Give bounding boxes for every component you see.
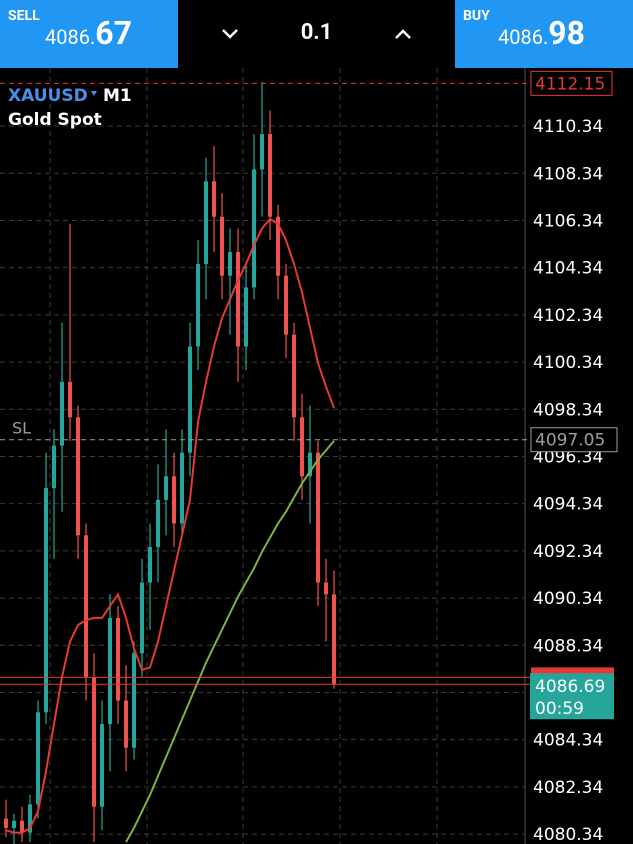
y-tick-label: 4090.34 bbox=[533, 589, 603, 609]
candle-body bbox=[84, 535, 88, 677]
candle-body bbox=[60, 381, 64, 446]
candle-body bbox=[244, 287, 248, 347]
candle-body bbox=[44, 488, 48, 713]
candle-body bbox=[300, 417, 304, 477]
candle-body bbox=[324, 582, 328, 595]
sell-price-main: 4086. bbox=[45, 25, 96, 49]
candle-body bbox=[276, 216, 280, 276]
candle-body bbox=[52, 445, 56, 489]
candle-body bbox=[172, 476, 176, 524]
y-tick-label: 4102.34 bbox=[533, 306, 603, 326]
bar-timer: 00:59 bbox=[535, 699, 584, 719]
sl-label: SL bbox=[12, 419, 31, 438]
y-tick-label: 4098.34 bbox=[533, 400, 603, 420]
candle-body bbox=[92, 676, 96, 807]
candle-body bbox=[164, 476, 168, 500]
bid-label: 4086.69 bbox=[535, 677, 605, 697]
candle-body bbox=[308, 452, 312, 477]
buy-label: BUY bbox=[463, 8, 490, 24]
candle-body bbox=[68, 381, 72, 418]
volume[interactable]: 0.1 bbox=[300, 20, 333, 45]
candle-body bbox=[20, 820, 24, 833]
candle-body bbox=[284, 275, 288, 335]
y-tick-label: 4110.34 bbox=[533, 117, 603, 137]
y-tick-label: 4100.34 bbox=[533, 353, 603, 373]
candle-body bbox=[108, 617, 112, 725]
sell-button[interactable]: SELL 4086.67 bbox=[0, 0, 178, 68]
y-tick-label: 4082.34 bbox=[533, 778, 603, 798]
candle-body bbox=[332, 594, 336, 685]
buy-button[interactable]: BUY 4086.98 bbox=[455, 0, 633, 68]
candle-body bbox=[100, 724, 104, 807]
candle-body bbox=[316, 452, 320, 583]
y-tick-label: 4088.34 bbox=[533, 636, 603, 656]
description: Gold Spot bbox=[8, 110, 102, 130]
candle-body bbox=[228, 252, 232, 276]
high-level-box bbox=[530, 70, 613, 96]
increase-volume[interactable] bbox=[395, 29, 411, 39]
candle-body bbox=[180, 452, 184, 524]
y-tick-label: 4084.34 bbox=[533, 731, 603, 751]
buy-price-big: 98 bbox=[548, 14, 585, 52]
candle-body bbox=[12, 820, 16, 828]
candle-body bbox=[140, 582, 144, 654]
candle-body bbox=[252, 169, 256, 288]
sl-value-label: 4097.05 bbox=[535, 431, 605, 451]
candle-body bbox=[204, 181, 208, 264]
sell-label: SELL bbox=[8, 8, 40, 24]
bid-box bbox=[530, 673, 614, 720]
y-tick-label: 4096.34 bbox=[533, 447, 603, 467]
sell-price: 4086.67 bbox=[45, 14, 132, 52]
candle-body bbox=[36, 712, 40, 805]
candle-body bbox=[132, 653, 136, 748]
y-tick-label: 4094.34 bbox=[533, 495, 603, 515]
moving-average bbox=[125, 440, 335, 843]
candle-body bbox=[76, 417, 80, 536]
moving-average bbox=[5, 217, 335, 834]
timeframe[interactable]: M1 bbox=[103, 86, 132, 106]
y-tick-label: 4106.34 bbox=[533, 211, 603, 231]
candle-body bbox=[260, 134, 264, 170]
sell-price-big: 67 bbox=[95, 14, 132, 52]
candle-body bbox=[236, 252, 240, 347]
ask-box bbox=[531, 667, 614, 678]
volume-arrows bbox=[222, 29, 411, 39]
buy-price-main: 4086. bbox=[498, 25, 549, 49]
candle-body bbox=[220, 216, 224, 276]
candle-body bbox=[188, 346, 192, 453]
candle-body bbox=[268, 134, 272, 217]
decrease-volume[interactable] bbox=[222, 29, 238, 39]
candle-body bbox=[4, 818, 8, 828]
candle-body bbox=[156, 499, 160, 548]
volume-selector: 0.1 bbox=[178, 0, 455, 68]
candle-body bbox=[196, 263, 200, 347]
y-tick-label: 4080.34 bbox=[533, 825, 603, 844]
y-tick-label: 4108.34 bbox=[533, 164, 603, 184]
candle-body bbox=[124, 700, 128, 748]
candle-body bbox=[148, 547, 152, 583]
candle-body bbox=[28, 804, 32, 833]
symbol[interactable]: XAUUSD bbox=[8, 86, 88, 106]
candle-body bbox=[212, 181, 216, 217]
candle-body bbox=[116, 617, 120, 701]
sl-box bbox=[530, 427, 618, 453]
y-tick-label: 4092.34 bbox=[533, 542, 603, 562]
candle-body bbox=[292, 334, 296, 418]
y-tick-label: 4104.34 bbox=[533, 259, 603, 279]
symbol-dropdown[interactable] bbox=[91, 91, 97, 96]
high-level-label: 4112.15 bbox=[535, 74, 605, 94]
buy-price: 4086.98 bbox=[498, 14, 585, 52]
